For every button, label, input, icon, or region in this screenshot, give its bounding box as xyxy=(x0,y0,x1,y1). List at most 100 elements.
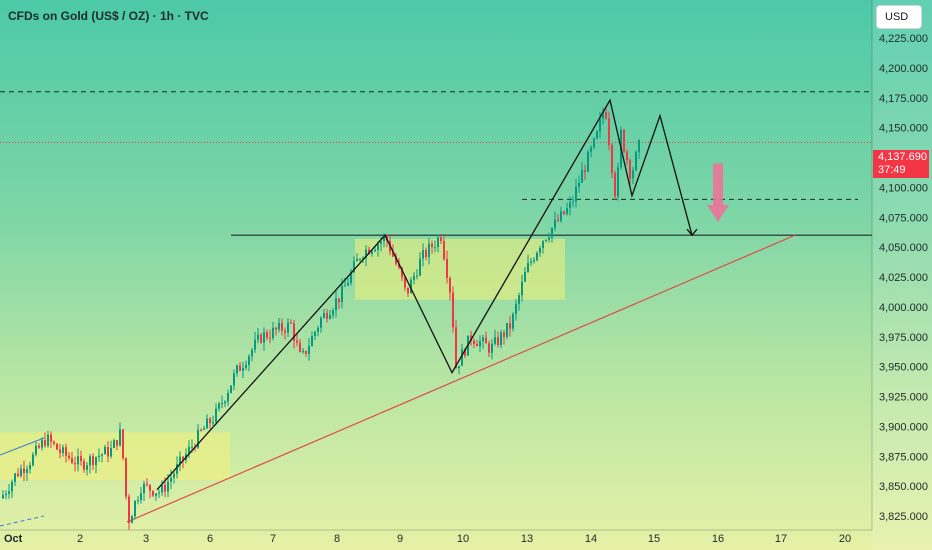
candle-body xyxy=(536,252,538,261)
candle-body xyxy=(596,131,598,139)
channel-line-lower xyxy=(0,515,45,527)
candle-body xyxy=(458,365,460,369)
candle-body xyxy=(302,350,304,352)
candle-body xyxy=(518,295,520,304)
candle-body xyxy=(299,342,301,352)
candle-body xyxy=(578,182,580,187)
candle-body xyxy=(245,365,247,368)
candle-body xyxy=(404,277,406,288)
candle-body xyxy=(134,500,136,517)
x-tick-label: 20 xyxy=(839,533,851,545)
candle-body xyxy=(359,258,361,260)
candle-body xyxy=(617,167,619,197)
path-arrowhead xyxy=(686,228,698,237)
candle-body xyxy=(35,445,37,455)
channel-line-upper xyxy=(0,437,45,456)
candle-body xyxy=(263,332,265,343)
candle-body xyxy=(284,330,286,333)
candle-body xyxy=(293,323,295,341)
candle-body xyxy=(143,483,145,494)
candle-body xyxy=(116,440,118,446)
candle-body xyxy=(338,298,340,303)
candle-body xyxy=(608,118,610,145)
candle-body xyxy=(173,473,175,478)
candle-body xyxy=(218,403,220,409)
candle-body xyxy=(251,349,253,357)
candle-body xyxy=(584,170,586,172)
candle-body xyxy=(125,458,127,497)
candle-body xyxy=(473,340,475,345)
candle-body xyxy=(179,456,181,465)
candle-body xyxy=(590,147,592,152)
y-tick-label: 4,025.000 xyxy=(879,272,928,284)
candle-body xyxy=(506,323,508,337)
candle-body xyxy=(212,421,214,424)
last-price-value: 4,137.690 xyxy=(878,151,927,163)
candle-body xyxy=(410,279,412,294)
candle-body xyxy=(431,243,433,248)
candle-body xyxy=(533,260,535,262)
x-tick-label: 7 xyxy=(270,533,276,545)
candle-body xyxy=(353,261,355,273)
candle-body xyxy=(494,337,496,344)
candle-body xyxy=(569,202,571,209)
candle-body xyxy=(281,322,283,331)
candle-body xyxy=(215,408,217,422)
candle-body xyxy=(440,237,442,242)
candle-body xyxy=(488,343,490,353)
candle-body xyxy=(140,493,142,501)
candle-body xyxy=(527,262,529,272)
candle-body xyxy=(188,446,190,454)
candle-body xyxy=(539,247,541,253)
candle-body xyxy=(599,118,601,132)
x-tick-label: 13 xyxy=(521,533,533,545)
candle-body xyxy=(428,243,430,257)
candle-body xyxy=(68,455,70,459)
candle-body xyxy=(563,211,565,214)
candle-body xyxy=(269,337,271,339)
down-arrow-head xyxy=(707,205,729,223)
candle-body xyxy=(182,456,184,461)
y-tick-label: 3,850.000 xyxy=(879,481,928,493)
candle-body xyxy=(323,312,325,318)
candle-body xyxy=(62,447,64,453)
candle-body xyxy=(197,429,199,448)
candle-body xyxy=(170,477,172,482)
last-price-tag: 4,137.690 37:49 xyxy=(873,150,929,178)
candle-body xyxy=(509,323,511,329)
candle-body xyxy=(629,160,631,179)
candle-body xyxy=(164,484,166,492)
candle-body xyxy=(476,344,478,347)
candle-body xyxy=(200,429,202,431)
candle-body xyxy=(260,334,262,343)
candle-body xyxy=(221,403,223,405)
candle-body xyxy=(416,275,418,277)
candle-body xyxy=(557,219,559,221)
x-tick-label: 8 xyxy=(334,533,340,545)
candle-body xyxy=(398,263,400,268)
candle-body xyxy=(497,337,499,345)
candle-body xyxy=(41,440,43,448)
candle-body xyxy=(80,456,82,462)
candle-body xyxy=(524,271,526,282)
candle-body xyxy=(14,473,16,482)
y-tick-label: 4,150.000 xyxy=(879,123,928,135)
currency-button[interactable]: USD xyxy=(876,5,922,29)
candle-body xyxy=(437,237,439,248)
candle-body xyxy=(374,249,376,252)
candle-body xyxy=(470,335,472,341)
candle-body xyxy=(329,315,331,319)
candle-body xyxy=(149,484,151,491)
y-tick-label: 4,200.000 xyxy=(879,63,928,75)
candle-body xyxy=(611,144,613,173)
candle-body xyxy=(254,339,256,350)
candle-body xyxy=(2,495,4,499)
candle-body xyxy=(380,241,382,244)
candle-body xyxy=(203,428,205,430)
candle-body xyxy=(542,241,544,248)
candle-body xyxy=(503,332,505,337)
candle-body xyxy=(65,447,67,456)
candle-body xyxy=(446,258,448,279)
x-tick-label: 9 xyxy=(397,533,403,545)
